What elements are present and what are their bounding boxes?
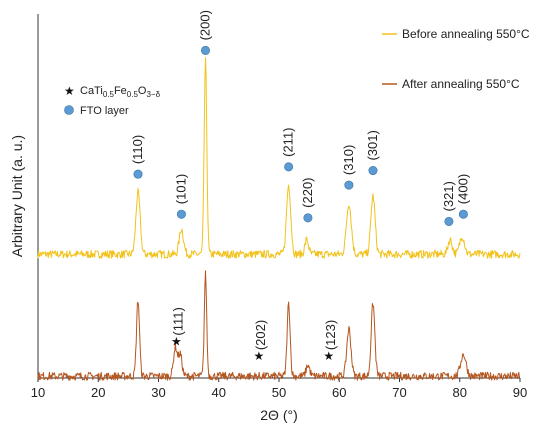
series-line-before [37, 57, 521, 259]
series-legend: Before annealing 550°C After annealing 55… [382, 27, 530, 91]
fto-peak-label: (211) [281, 127, 296, 156]
legend-fto-label: FTO layer [80, 105, 129, 117]
legend-label-before: Before annealing 550°C [402, 27, 530, 41]
fto-peak-dot [444, 216, 454, 226]
x-axis-label: 2Θ (°) [260, 407, 298, 423]
x-tick-label: 60 [332, 385, 346, 400]
series-line-after [37, 270, 521, 381]
phase-peak-star-icon: ★ [254, 349, 265, 363]
series-group [37, 57, 521, 381]
x-tick-label: 10 [31, 385, 45, 400]
fto-peak-label: (200) [197, 10, 212, 40]
fto-peak-dot [200, 45, 210, 55]
fto-peak-dot [133, 169, 143, 179]
fto-peak-dot [303, 213, 313, 223]
phase-peak-label: (111) [170, 307, 185, 335]
phase-markers: ★(111)★(202)★(123) [170, 307, 337, 363]
fto-markers: (110) (101) (200) (211) (220) (310) (301) (321)… [130, 10, 470, 226]
fto-peak-label: (110) [130, 135, 145, 164]
fto-peak-label: (101) [173, 174, 188, 204]
x-tick-label: 20 [91, 385, 105, 400]
x-tick-label: 30 [151, 385, 165, 400]
fto-peak-label: (301) [365, 130, 380, 160]
x-tick-label: 50 [272, 385, 286, 400]
fto-peak-label: (400) [455, 174, 470, 204]
fto-peak-label: (321) [441, 181, 456, 211]
fto-peak-dot [176, 209, 186, 219]
fto-peak-dot [458, 209, 468, 219]
x-tick-label: 90 [513, 385, 527, 400]
fto-peak-label: (220) [300, 177, 315, 207]
marker-legend: ★ CaTi0.5Fe0.5O3−δ FTO layer [64, 84, 161, 117]
fto-peak-dot [368, 166, 378, 176]
legend-fto-dot-icon [64, 105, 74, 115]
y-axis-label: Arbitrary Unit (a. u.) [9, 135, 25, 257]
phase-peak-label: (123) [323, 320, 338, 350]
phase-peak-star-icon: ★ [171, 335, 182, 349]
phase-peak-star-icon: ★ [323, 349, 334, 363]
x-tick-labels: 10 20 30 40 50 60 70 80 90 [31, 378, 527, 400]
x-tick-label: 70 [392, 385, 406, 400]
x-tick-label: 80 [453, 385, 467, 400]
legend-star-icon: ★ [64, 84, 75, 98]
fto-peak-dot [344, 180, 354, 190]
legend-label-after: After annealing 550°C [402, 77, 520, 91]
phase-peak-label: (202) [253, 320, 268, 350]
legend-phase-label: CaTi0.5Fe0.5O3−δ [80, 85, 161, 99]
fto-peak-dot [284, 162, 294, 172]
fto-peak-label: (310) [341, 145, 356, 175]
x-tick-label: 40 [212, 385, 226, 400]
